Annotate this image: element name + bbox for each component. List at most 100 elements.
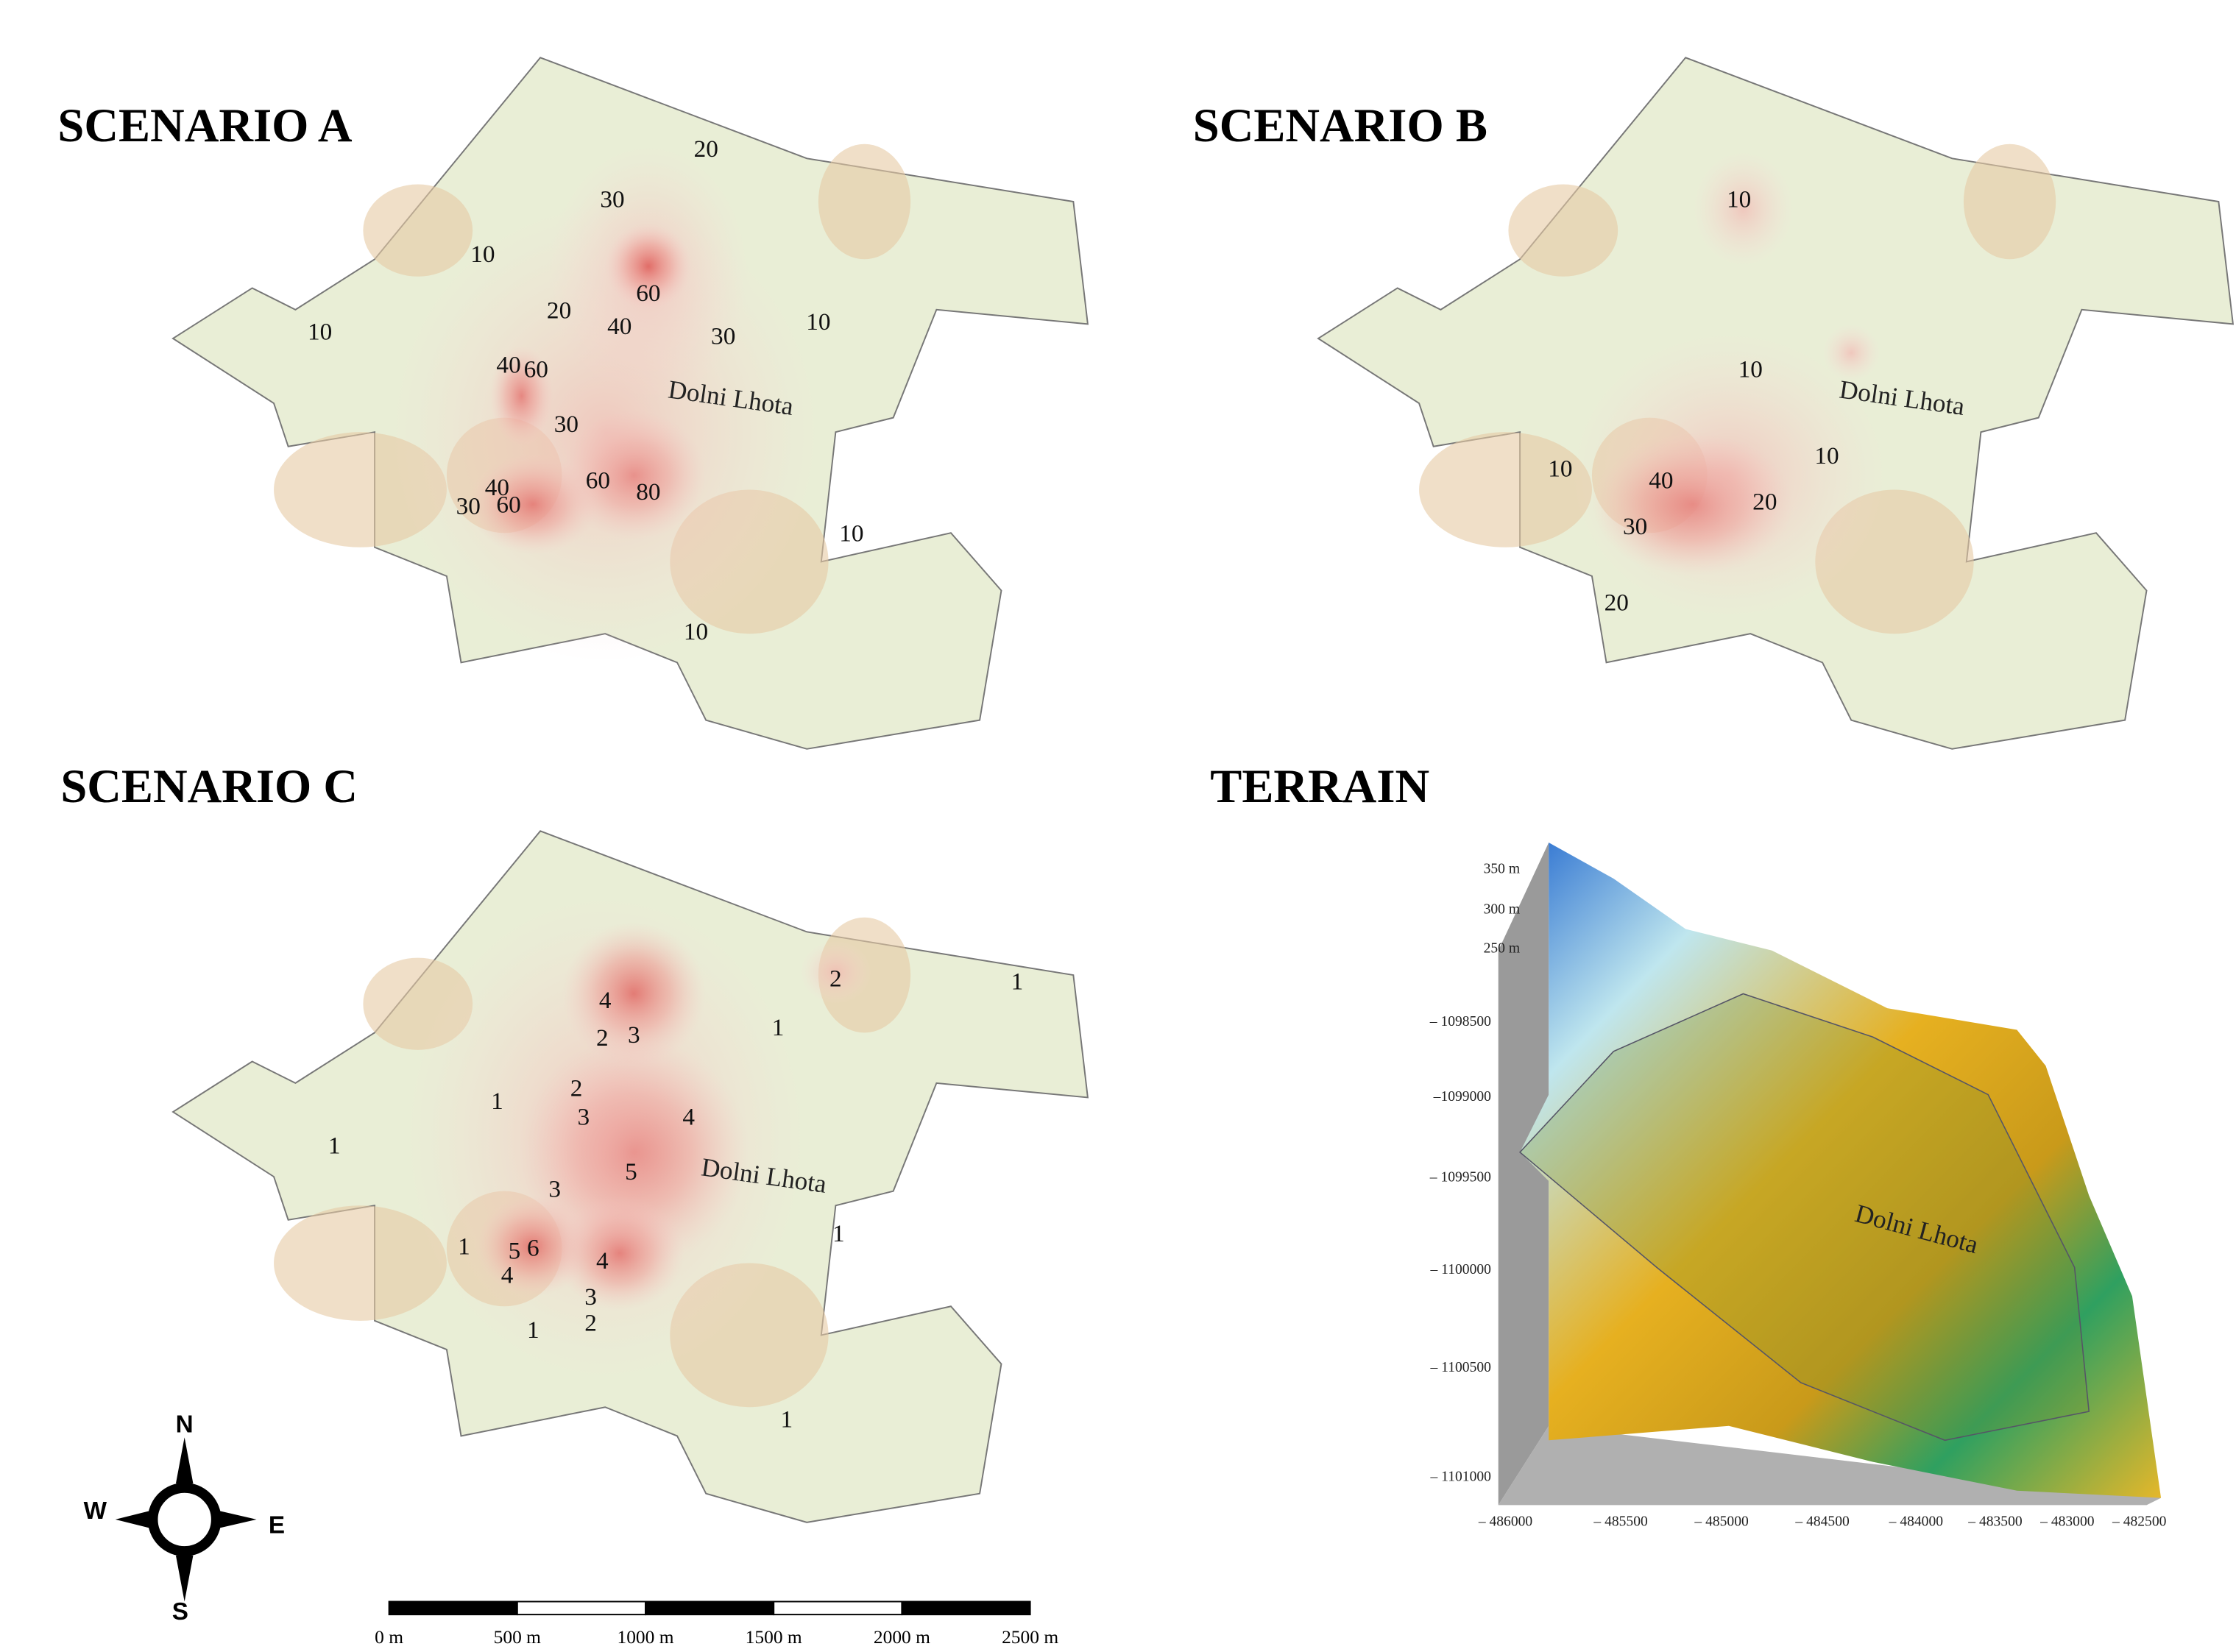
contour-label: 3 xyxy=(578,1103,590,1130)
scale-label: 2500 m xyxy=(1002,1626,1058,1648)
land-patch xyxy=(818,143,911,260)
contour-label: 60 xyxy=(636,280,660,307)
contour-label: 1 xyxy=(458,1233,470,1261)
contour-label: 10 xyxy=(1548,455,1572,483)
contour-label: 30 xyxy=(1623,513,1647,540)
contour-label: 40 xyxy=(1649,467,1673,494)
contour-label: 5 xyxy=(509,1237,521,1264)
contour-label: 10 xyxy=(1727,186,1751,213)
contour-label: 20 xyxy=(547,297,571,324)
compass-letter: E xyxy=(269,1511,285,1539)
contour-label: 40 xyxy=(496,352,520,379)
y-tick-label: – 1101000 xyxy=(1430,1470,1492,1485)
contour-label: 1 xyxy=(772,1014,785,1041)
x-tick-label: – 482500 xyxy=(2112,1514,2167,1529)
contour-label: 30 xyxy=(554,411,579,438)
contour-label: 2 xyxy=(596,1024,609,1052)
x-tick-label: – 483000 xyxy=(2039,1514,2095,1529)
contour-label: 60 xyxy=(496,492,520,519)
compass-letter: W xyxy=(84,1497,107,1525)
compass-arrow xyxy=(115,1511,150,1528)
scale-segment xyxy=(516,1600,646,1616)
z-tick-label: 300 m xyxy=(1484,901,1520,917)
land-patch xyxy=(1508,184,1618,277)
contour-label: 3 xyxy=(584,1283,597,1311)
terrain-map-overlay xyxy=(1518,993,2090,1442)
x-tick-label: – 485500 xyxy=(1593,1514,1648,1529)
contour-label: 1 xyxy=(1011,968,1024,995)
terrain-wall xyxy=(1498,843,1549,1506)
x-tick-label: – 485000 xyxy=(1694,1514,1749,1529)
scale-segment xyxy=(773,1600,903,1616)
land-patch xyxy=(363,184,473,277)
contour-label: 60 xyxy=(586,467,610,494)
land-patch xyxy=(274,1205,447,1321)
scale-segment xyxy=(901,1600,1031,1616)
contour-label: 4 xyxy=(596,1247,609,1275)
contour-label: 1 xyxy=(781,1405,793,1433)
contour-label: 20 xyxy=(1605,589,1629,617)
x-tick-label: – 483500 xyxy=(1967,1514,2023,1529)
contour-label: 4 xyxy=(501,1262,514,1289)
scale-segment xyxy=(645,1600,775,1616)
scale-label: 1500 m xyxy=(746,1626,802,1648)
contour-label: 1 xyxy=(832,1220,845,1247)
scale-bar: 0 m 500 m 1000 m 1500 m 2000 m 2500 m xyxy=(375,1600,1058,1648)
z-tick-label: 350 m xyxy=(1484,862,1520,877)
scale-label: 2000 m xyxy=(874,1626,930,1648)
contour-label: 1 xyxy=(491,1088,503,1115)
scale-label: 500 m xyxy=(494,1626,542,1648)
x-tick-label: – 486000 xyxy=(1478,1514,1533,1529)
heat-zone xyxy=(389,202,821,663)
scale-label: 0 m xyxy=(375,1626,403,1648)
panel-title: SCENARIO A xyxy=(57,99,352,152)
contour-label: 1 xyxy=(527,1316,539,1344)
contour-label: 60 xyxy=(524,356,548,383)
x-tick-label: – 484000 xyxy=(1889,1514,1944,1529)
y-tick-label: – 1100000 xyxy=(1430,1262,1492,1277)
compass-arrow xyxy=(175,1555,194,1602)
contour-label: 30 xyxy=(456,493,481,520)
scale-segment xyxy=(388,1600,518,1616)
panel-title: SCENARIO B xyxy=(1193,99,1487,152)
y-tick-label: – 1098500 xyxy=(1429,1014,1491,1029)
compass-letter: S xyxy=(172,1598,188,1626)
heat-zone xyxy=(1692,151,1794,267)
terrain-surface xyxy=(1520,843,2162,1498)
compass-letter: N xyxy=(176,1411,194,1438)
contour-label: 2 xyxy=(570,1074,583,1102)
contour-label: 10 xyxy=(1738,356,1763,383)
contour-label: 10 xyxy=(1814,442,1839,469)
land-patch xyxy=(1419,432,1592,547)
y-tick-label: – 1099500 xyxy=(1429,1170,1491,1185)
panel-title: SCENARIO C xyxy=(60,759,358,812)
contour-label: 1 xyxy=(328,1132,341,1160)
compass-rose: N W E S xyxy=(84,1411,285,1625)
panel-title: TERRAIN xyxy=(1210,759,1429,812)
z-tick-label: 250 m xyxy=(1484,940,1520,956)
contour-label: 30 xyxy=(711,323,735,350)
heat-zone xyxy=(799,940,872,1004)
contour-label: 3 xyxy=(628,1021,640,1049)
compass-arrow xyxy=(219,1511,257,1528)
x-tick-label: – 484500 xyxy=(1794,1514,1850,1529)
contour-label: 10 xyxy=(308,319,332,346)
heat-zone xyxy=(1822,324,1881,382)
land-patch xyxy=(1963,143,2056,260)
contour-label: 10 xyxy=(684,618,708,645)
contour-label: 30 xyxy=(600,186,624,213)
contour-label: 10 xyxy=(806,308,830,336)
contour-label: 10 xyxy=(470,241,495,268)
y-tick-label: – 1100500 xyxy=(1430,1360,1492,1375)
contour-label: 2 xyxy=(829,965,842,993)
contour-label: 40 xyxy=(607,313,631,340)
compass-arrow xyxy=(175,1437,194,1483)
contour-label: 4 xyxy=(682,1103,695,1130)
contour-label: 40 xyxy=(485,474,509,501)
